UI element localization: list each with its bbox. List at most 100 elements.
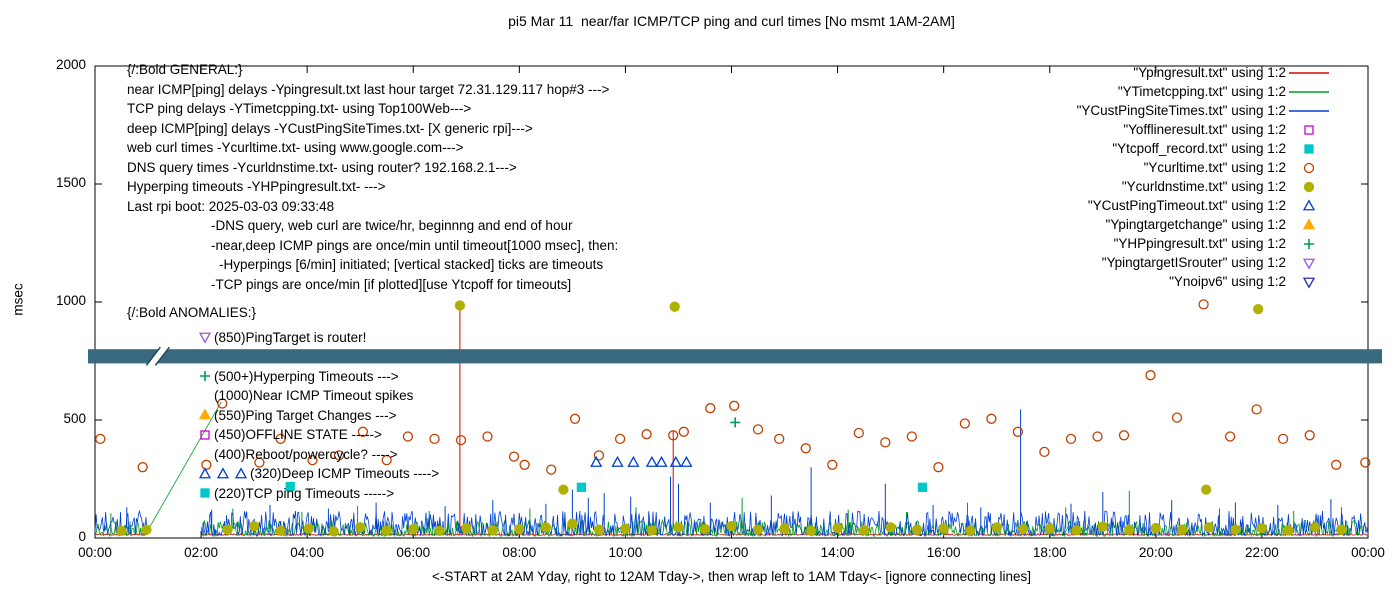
- series-points-YHPpingresult.txt: [730, 417, 741, 428]
- legend-item: "Ycurltime.txt" using 1:2: [1077, 158, 1332, 177]
- anomaly-line: (320)Deep ICMP Timeouts ---->: [196, 466, 439, 482]
- legend-item: "Ytcpoff_record.txt" using 1:2: [1077, 139, 1332, 158]
- legend-circle-icon: [1286, 179, 1332, 195]
- legend-label: "YpingtargetISrouter" using 1:2: [1101, 255, 1286, 270]
- legend-line-sample: [1286, 106, 1332, 116]
- anomaly-line: (450)OFFLINE STATE ----->: [196, 427, 382, 443]
- legend-label: "YHPpingresult.txt" using 1:2: [1113, 236, 1286, 251]
- legend-label: "Ycurltime.txt" using 1:2: [1143, 160, 1286, 175]
- legend-label: "Ypingtargetchange" using 1:2: [1105, 217, 1286, 232]
- legend-line-sample: [1286, 68, 1332, 78]
- square-icon: [196, 485, 214, 501]
- series-points-Ytcpoff_record.txt: [285, 481, 928, 492]
- x-tick-label: 12:00: [714, 545, 749, 560]
- legend-item: "Ypingresult.txt" using 1:2: [1077, 63, 1332, 82]
- general-annotation-line: -Hyperpings [6/min] initiated; [vertical…: [219, 257, 604, 272]
- general-annotation-line: {/:Bold GENERAL:}: [127, 62, 243, 77]
- legend-item: "YpingtargetISrouter" using 1:2: [1077, 253, 1332, 272]
- legend-label: "Yofflineresult.txt" using 1:2: [1123, 122, 1286, 137]
- anomaly-spacer: [196, 349, 214, 365]
- triangle-up-icon: [214, 466, 232, 482]
- y-tick-label: 0: [78, 529, 86, 544]
- anomalies-header: {/:Bold ANOMALIES:}: [127, 305, 257, 320]
- legend-line-sample: [1286, 87, 1332, 97]
- anomaly-line: [196, 349, 214, 365]
- series-points-YCustPingTimeout.txt: [590, 455, 693, 467]
- anomaly-text: (450)OFFLINE STATE ----->: [214, 427, 382, 442]
- triangle-down-icon: [196, 329, 214, 345]
- anomaly-line: (850)PingTarget is router!: [196, 329, 366, 345]
- plus-icon: [196, 368, 214, 384]
- legend-item: "Yofflineresult.txt" using 1:2: [1077, 120, 1332, 139]
- general-annotation-line: Hyperping timeouts -YHPpingresult.txt- -…: [127, 179, 386, 194]
- anomaly-line: (550)Ping Target Changes --->: [196, 407, 396, 423]
- legend-triangle-down-icon: [1286, 255, 1332, 271]
- legend-label: "Ytcpoff_record.txt" using 1:2: [1112, 141, 1286, 156]
- square-icon: [196, 427, 214, 443]
- legend-square-icon: [1286, 122, 1332, 138]
- general-annotation-line: Last rpi boot: 2025-03-03 09:33:48: [127, 198, 335, 214]
- legend-triangle-up-icon: [1286, 217, 1332, 233]
- x-tick-label: 00:00: [78, 545, 112, 560]
- y-tick-label: 2000: [55, 57, 86, 72]
- anomaly-line: (1000)Near ICMP Timeout spikes: [196, 388, 413, 404]
- legend: "Ypingresult.txt" using 1:2 "YTimetcpping…: [1077, 63, 1332, 291]
- x-tick-label: 02:00: [184, 545, 218, 560]
- y-tick-label: 1000: [55, 293, 86, 308]
- anomaly-line: (500+)Hyperping Timeouts --->: [196, 368, 399, 384]
- series-points-Ycurltime.txt: [95, 299, 1371, 475]
- legend-item: "Ypingtargetchange" using 1:2: [1077, 215, 1332, 234]
- x-tick-label: 18:00: [1032, 545, 1067, 560]
- legend-label: "YCustPingTimeout.txt" using 1:2: [1087, 198, 1286, 213]
- general-annotation-line: deep ICMP[ping] delays -YCustPingSiteTim…: [127, 120, 533, 136]
- anomaly-text: (220)TCP ping Timeouts ----->: [214, 485, 395, 501]
- legend-plus-icon: [1286, 236, 1332, 252]
- legend-label: "Ypingresult.txt" using 1:2: [1133, 65, 1286, 80]
- triangle-up-icon: [232, 466, 250, 482]
- x-tick-label: 00:00: [1351, 545, 1385, 560]
- connector-YTimetcpping.txt: [147, 401, 222, 531]
- general-annotations: {/:Bold GENERAL:} near ICMP[ping] delays …: [127, 62, 887, 302]
- general-annotation-line: DNS query times -Ycurldnstime.txt- using…: [127, 159, 517, 175]
- y-tick-label: 500: [63, 411, 86, 426]
- series-line-YCustPingSiteTimes.txt: [94, 509, 1369, 538]
- anomaly-line: (220)TCP ping Timeouts ----->: [196, 485, 394, 501]
- x-tick-label: 10:00: [608, 545, 643, 560]
- anomalies-annotations: {/:Bold ANOMALIES:} (850)PingTarget is ro…: [127, 305, 687, 515]
- x-tick-label: 16:00: [926, 545, 961, 560]
- x-tick-label: 06:00: [396, 545, 431, 560]
- anomaly-line: (400)Reboot/powercycle? ---->: [196, 446, 397, 462]
- triangle-up-icon: [196, 466, 214, 482]
- chart-title: pi5 Mar 11 near/far ICMP/TCP ping and cu…: [508, 13, 955, 29]
- anomaly-text: (1000)Near ICMP Timeout spikes: [214, 388, 414, 403]
- anomaly-text: (550)Ping Target Changes --->: [214, 407, 397, 423]
- legend-item: "YCustPingTimeout.txt" using 1:2: [1077, 196, 1332, 215]
- legend-item: "YTimetcpping.txt" using 1:2: [1077, 82, 1332, 101]
- x-tick-label: 20:00: [1138, 545, 1173, 560]
- legend-triangle-up-icon: [1286, 198, 1332, 214]
- triangle-up-icon: [196, 407, 214, 423]
- legend-label: "Ynoipv6" using 1:2: [1169, 274, 1286, 289]
- anomaly-spacer: [196, 446, 214, 462]
- anomaly-text: (400)Reboot/powercycle? ---->: [214, 446, 398, 462]
- legend-label: "YTimetcpping.txt" using 1:2: [1117, 84, 1286, 99]
- legend-circle-icon: [1286, 160, 1332, 176]
- legend-item: "Ynoipv6" using 1:2: [1077, 272, 1332, 291]
- anomaly-spacer: [196, 388, 214, 404]
- anomaly-text: (850)PingTarget is router!: [214, 329, 367, 345]
- y-tick-label: 1500: [55, 175, 86, 190]
- legend-label: "YCustPingSiteTimes.txt" using 1:2: [1076, 103, 1286, 118]
- general-annotation-line: -DNS query, web curl are twice/hr, begin…: [211, 218, 573, 233]
- x-tick-label: 08:00: [502, 545, 537, 560]
- x-tick-label: 22:00: [1245, 545, 1279, 560]
- legend-item: "YCustPingSiteTimes.txt" using 1:2: [1077, 101, 1332, 120]
- legend-triangle-down-icon: [1286, 274, 1332, 290]
- x-tick-label: 14:00: [820, 545, 855, 560]
- general-annotation-line: -near,deep ICMP pings are once/min until…: [211, 237, 619, 253]
- legend-item: "YHPpingresult.txt" using 1:2: [1077, 234, 1332, 253]
- series-points-Ycurldnstime.txt: [116, 300, 1347, 537]
- general-annotation-line: TCP ping delays -YTimetcpping.txt- using…: [127, 101, 472, 116]
- general-annotation-line: near ICMP[ping] delays -Ypingresult.txt …: [127, 81, 610, 97]
